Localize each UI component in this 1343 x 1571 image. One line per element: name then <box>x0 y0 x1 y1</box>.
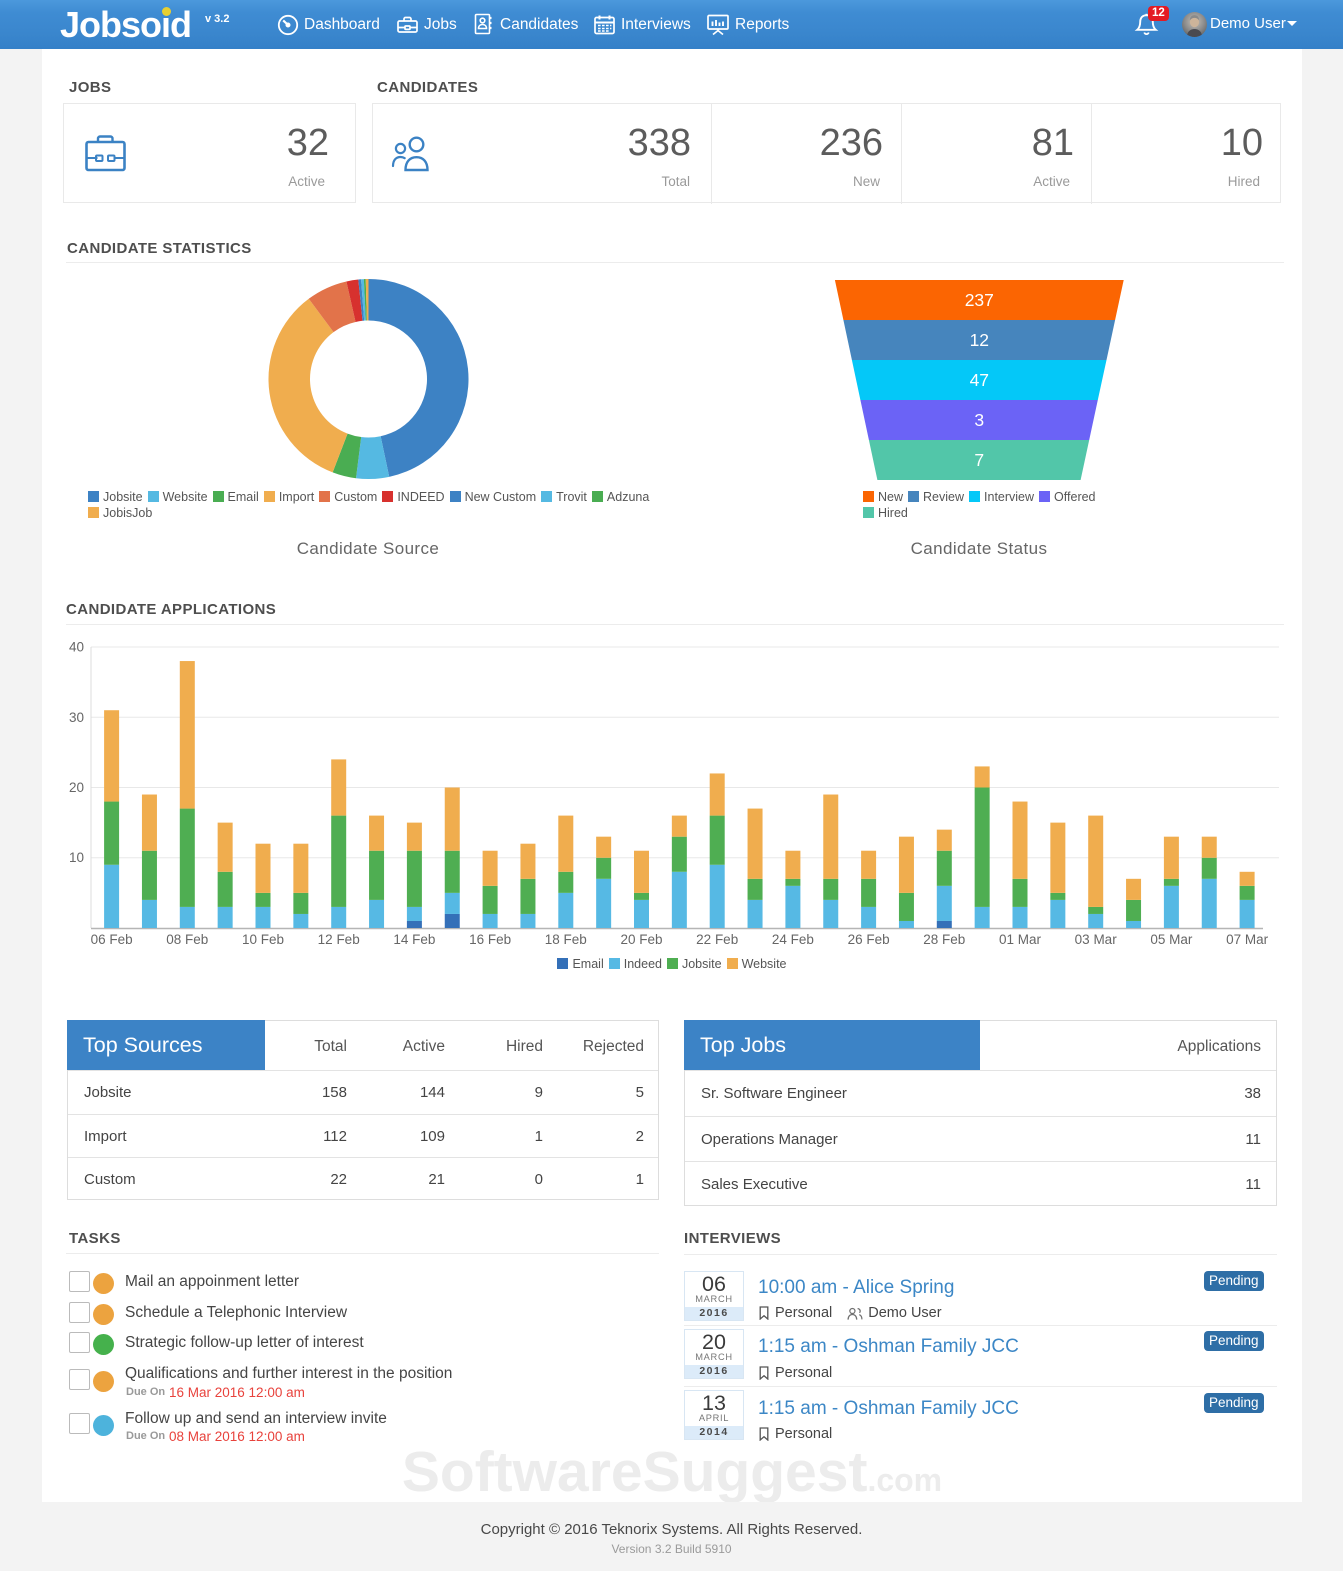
svg-text:01 Mar: 01 Mar <box>999 932 1042 947</box>
svg-text:10 Feb: 10 Feb <box>242 932 284 947</box>
svg-text:08 Feb: 08 Feb <box>166 932 208 947</box>
svg-text:237: 237 <box>965 290 994 310</box>
svg-text:12 Feb: 12 Feb <box>318 932 360 947</box>
svg-text:10: 10 <box>69 850 84 865</box>
svg-text:05 Mar: 05 Mar <box>1150 932 1193 947</box>
svg-text:26 Feb: 26 Feb <box>848 932 890 947</box>
svg-text:20: 20 <box>69 780 84 795</box>
svg-text:03 Mar: 03 Mar <box>1075 932 1118 947</box>
svg-text:3: 3 <box>974 410 984 430</box>
svg-text:20 Feb: 20 Feb <box>620 932 662 947</box>
svg-text:7: 7 <box>974 450 984 470</box>
svg-text:30: 30 <box>69 710 84 725</box>
svg-text:22 Feb: 22 Feb <box>696 932 738 947</box>
svg-text:07 Mar: 07 Mar <box>1226 932 1269 947</box>
svg-text:40: 40 <box>69 640 84 655</box>
svg-text:47: 47 <box>970 370 989 390</box>
svg-text:14 Feb: 14 Feb <box>393 932 435 947</box>
svg-text:06 Feb: 06 Feb <box>91 932 133 947</box>
svg-text:16 Feb: 16 Feb <box>469 932 511 947</box>
svg-text:18 Feb: 18 Feb <box>545 932 587 947</box>
svg-text:12: 12 <box>970 330 989 350</box>
svg-text:24 Feb: 24 Feb <box>772 932 814 947</box>
svg-text:28 Feb: 28 Feb <box>923 932 965 947</box>
